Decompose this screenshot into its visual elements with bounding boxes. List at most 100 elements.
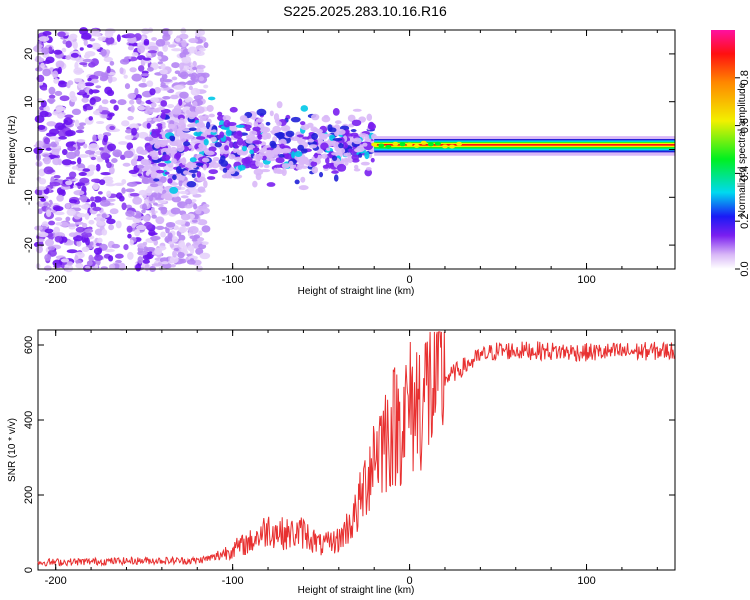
heatmap-cell bbox=[208, 146, 217, 152]
heatmap-cell bbox=[116, 34, 121, 43]
heatmap-cell bbox=[65, 55, 72, 60]
heatmap-cell bbox=[90, 78, 99, 84]
heatmap-cell bbox=[156, 107, 166, 111]
heatmap-cell bbox=[207, 96, 216, 101]
heatmap-cell bbox=[43, 156, 52, 165]
heatmap-cell bbox=[319, 171, 324, 178]
heatmap-cell bbox=[141, 176, 150, 184]
heatmap-cell bbox=[157, 61, 164, 65]
heatmap-cell bbox=[169, 186, 179, 194]
heatmap-cell bbox=[249, 130, 258, 136]
heatmap-cell bbox=[188, 127, 197, 132]
heatmap-cell bbox=[173, 84, 184, 90]
heatmap-cell bbox=[90, 58, 99, 67]
y-tick-label: 0 bbox=[23, 146, 35, 152]
x-tick-label: 0 bbox=[407, 575, 413, 587]
heatmap-cell bbox=[300, 121, 306, 126]
heatmap-cell bbox=[65, 180, 73, 186]
heatmap-cell bbox=[84, 149, 96, 155]
heatmap-cell bbox=[196, 64, 206, 70]
heatmap-cell bbox=[70, 52, 79, 58]
heatmap-cell bbox=[297, 144, 305, 151]
heatmap-cell bbox=[143, 57, 152, 61]
heatmap-cell bbox=[66, 208, 77, 216]
heatmap-cell bbox=[53, 226, 61, 234]
heatmap-cell bbox=[236, 149, 245, 156]
heatmap-cell bbox=[93, 247, 102, 255]
heatmap-cell bbox=[362, 142, 368, 147]
heatmap-cell bbox=[65, 129, 76, 137]
heatmap-cell bbox=[75, 182, 86, 187]
heatmap-cell bbox=[82, 222, 88, 229]
heatmap-cell bbox=[311, 166, 319, 174]
heatmap-cell bbox=[167, 44, 177, 48]
heatmap-cell bbox=[169, 182, 179, 186]
heatmap-cell bbox=[103, 56, 114, 63]
heatmap-cell bbox=[154, 247, 163, 256]
heatmap-cell bbox=[71, 108, 82, 116]
heatmap-cell bbox=[344, 129, 350, 135]
y-tick-label: 0 bbox=[23, 567, 35, 573]
heatmap-cell bbox=[127, 115, 134, 121]
heatmap-cell bbox=[353, 168, 361, 172]
heatmap-cell bbox=[176, 109, 181, 114]
heatmap-cell bbox=[78, 89, 86, 95]
heatmap-cell bbox=[175, 219, 186, 225]
heatmap-cell bbox=[235, 124, 245, 129]
heatmap-cell bbox=[84, 212, 90, 220]
heatmap-cell bbox=[74, 119, 80, 128]
heatmap-cell bbox=[155, 225, 165, 230]
heatmap-cell bbox=[201, 225, 211, 233]
heatmap-cell bbox=[34, 225, 43, 231]
heatmap-cell bbox=[162, 33, 171, 41]
heatmap-cell bbox=[332, 107, 340, 116]
heatmap-cell bbox=[59, 95, 70, 102]
heatmap-cell bbox=[196, 148, 204, 152]
heatmap-cell bbox=[106, 218, 116, 225]
heatmap-cell bbox=[294, 179, 300, 185]
heatmap-cell bbox=[321, 153, 328, 159]
heatmap-cell bbox=[97, 133, 104, 141]
heatmap-cell bbox=[159, 69, 168, 75]
heatmap-cell bbox=[94, 254, 104, 261]
heatmap-cell bbox=[144, 136, 154, 142]
heatmap-cell bbox=[186, 181, 197, 188]
heatmap-cell bbox=[124, 56, 130, 61]
heatmap-cell bbox=[255, 173, 262, 181]
heatmap-cell bbox=[179, 62, 184, 70]
heatmap-cell bbox=[188, 38, 199, 44]
heatmap-cell bbox=[358, 133, 368, 138]
heatmap-cell bbox=[272, 125, 282, 133]
heatmap-cell bbox=[179, 91, 189, 99]
y-tick-label: 600 bbox=[23, 336, 35, 354]
heatmap-cell bbox=[104, 30, 114, 38]
heatmap-cell bbox=[352, 137, 362, 145]
heatmap-cell bbox=[36, 153, 41, 162]
heatmap-cell bbox=[206, 176, 216, 180]
heatmap-cell bbox=[100, 172, 112, 176]
heatmap-cell bbox=[53, 264, 63, 269]
x-tick-label: -100 bbox=[222, 575, 244, 587]
heatmap-cell bbox=[171, 76, 178, 81]
heatmap-cell bbox=[137, 164, 145, 169]
heatmap-cell bbox=[106, 65, 111, 74]
heatmap-cell bbox=[195, 162, 204, 167]
heatmap-cell bbox=[44, 59, 51, 64]
heatmap-cell bbox=[155, 216, 165, 225]
heatmap-cell bbox=[281, 148, 290, 154]
heatmap-cell bbox=[313, 152, 319, 159]
heatmap-cell bbox=[300, 176, 306, 183]
heatmap-cell bbox=[241, 157, 247, 164]
heatmap-cell bbox=[146, 117, 152, 122]
heatmap-cell bbox=[319, 132, 326, 139]
heatmap-cell bbox=[49, 181, 61, 187]
heatmap-cell bbox=[224, 145, 229, 151]
heatmap-cell bbox=[40, 197, 46, 202]
heatmap-cell bbox=[92, 206, 102, 212]
heatmap-cell bbox=[80, 194, 88, 203]
heatmap-cell bbox=[180, 136, 187, 143]
heatmap-cell bbox=[202, 163, 207, 171]
heatmap-cell bbox=[100, 152, 110, 161]
heatmap-cell bbox=[155, 169, 165, 174]
snr-series-line bbox=[37, 331, 675, 567]
